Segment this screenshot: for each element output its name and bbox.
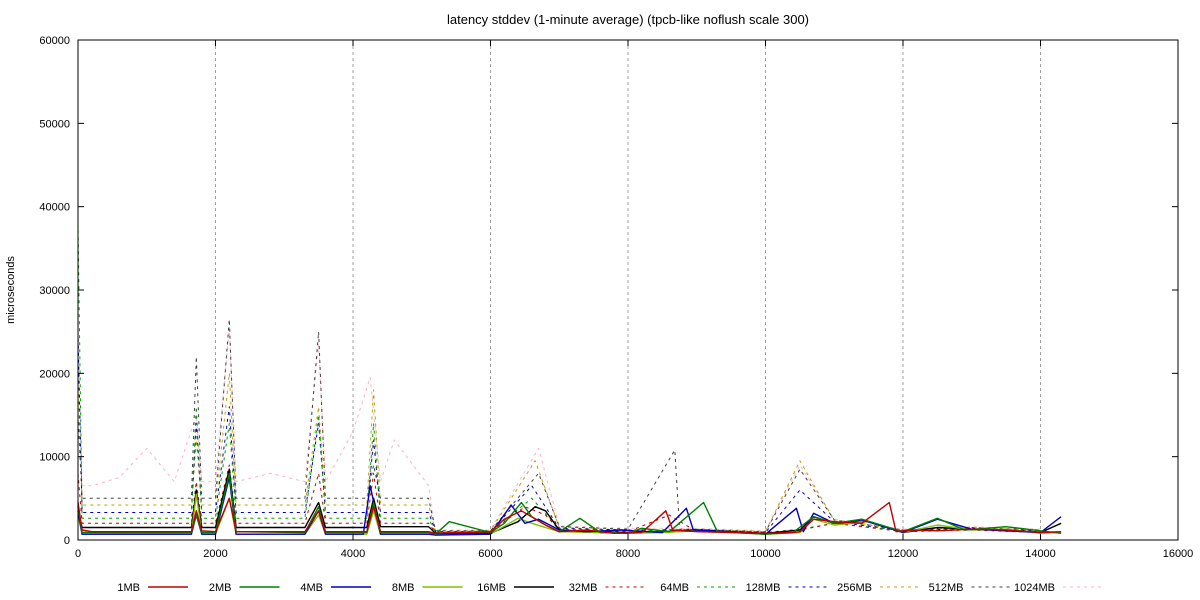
x-tick-label: 4000	[341, 548, 365, 560]
series-group	[77, 223, 1062, 536]
legend-label: 256MB	[837, 582, 872, 594]
legend-label: 512MB	[929, 582, 964, 594]
legend-label: 1024MB	[1014, 582, 1055, 594]
x-tick-label: 6000	[478, 548, 502, 560]
y-axis-label: microseconds	[5, 256, 17, 324]
legend-label: 16MB	[477, 582, 506, 594]
series-line-2mb	[77, 472, 1062, 535]
series-line-1024mb	[77, 327, 1041, 532]
legend-label: 2MB	[209, 582, 232, 594]
y-tick-label: 50000	[39, 118, 70, 130]
y-tick-label: 20000	[39, 368, 70, 380]
legend-label: 64MB	[660, 582, 689, 594]
legend-label: 32MB	[569, 582, 598, 594]
legend-label: 8MB	[392, 582, 415, 594]
series-line-128mb	[77, 331, 1041, 533]
x-axis: 0 2000 4000 6000 8000 10000 12000 14000 16000	[75, 40, 1193, 560]
legend-label: 1MB	[117, 582, 140, 594]
legend-label: 128MB	[746, 582, 781, 594]
x-tick-label: 8000	[616, 548, 640, 560]
y-tick-label: 0	[64, 535, 70, 547]
x-tick-label: 2000	[203, 548, 227, 560]
y-tick-label: 30000	[39, 285, 70, 297]
legend-label: 4MB	[300, 582, 323, 594]
series-line-16mb	[77, 468, 1062, 534]
y-tick-label: 60000	[39, 35, 70, 47]
legend: 1MB 2MB 4MB 8MB 16MB 32MB 64MB 128MB 256MB 512MB 1…	[117, 582, 1103, 594]
x-tick-label: 16000	[1163, 548, 1194, 560]
y-tick-label: 40000	[39, 202, 70, 214]
x-gridlines	[215, 40, 1041, 540]
x-tick-label: 0	[75, 548, 81, 560]
series-line-1mb	[77, 497, 1062, 534]
series-line-512mb	[77, 318, 1041, 533]
series-line-64mb	[77, 223, 1041, 533]
x-tick-label: 10000	[750, 548, 781, 560]
x-tick-label: 14000	[1025, 548, 1056, 560]
x-tick-label: 12000	[888, 548, 919, 560]
y-tick-label: 10000	[39, 452, 70, 464]
y-axis: 0 10000 20000 30000 40000 50000 60000	[39, 35, 1178, 547]
chart-title: latency stddev (1-minute average) (tpcb-…	[447, 12, 809, 27]
